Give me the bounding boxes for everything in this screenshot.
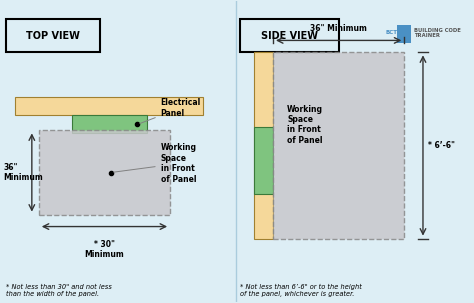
Bar [39,131,170,215]
Text: Electrical
Panel: Electrical Panel [140,98,201,124]
FancyBboxPatch shape [240,19,338,52]
Text: * Not less than 30" and not less
than the width of the panel.: * Not less than 30" and not less than th… [6,284,112,297]
Text: Working
Space
in Front
of Panel: Working Space in Front of Panel [114,143,197,184]
Bar [255,128,273,194]
Text: TOP VIEW: TOP VIEW [26,31,80,41]
Text: * Not less than 6’-6" or to the height
of the panel, whichever is greater.: * Not less than 6’-6" or to the height o… [240,284,362,297]
Bar [273,52,404,238]
Text: 36"
Minimum: 36" Minimum [4,163,44,182]
Text: * 6’-6": * 6’-6" [428,141,455,150]
Bar [16,98,203,115]
Bar [255,52,273,238]
Text: 36" Minimum: 36" Minimum [310,24,367,33]
FancyBboxPatch shape [6,19,100,52]
Text: * 30"
Minimum: * 30" Minimum [84,240,124,259]
Bar [72,115,146,134]
Text: BUILDING CODE
TRAINER: BUILDING CODE TRAINER [414,28,460,38]
Text: Working
Space
in Front
of Panel: Working Space in Front of Panel [287,105,323,145]
Bar [397,25,411,43]
Text: BCT: BCT [385,30,397,35]
Text: SIDE VIEW: SIDE VIEW [261,31,318,41]
